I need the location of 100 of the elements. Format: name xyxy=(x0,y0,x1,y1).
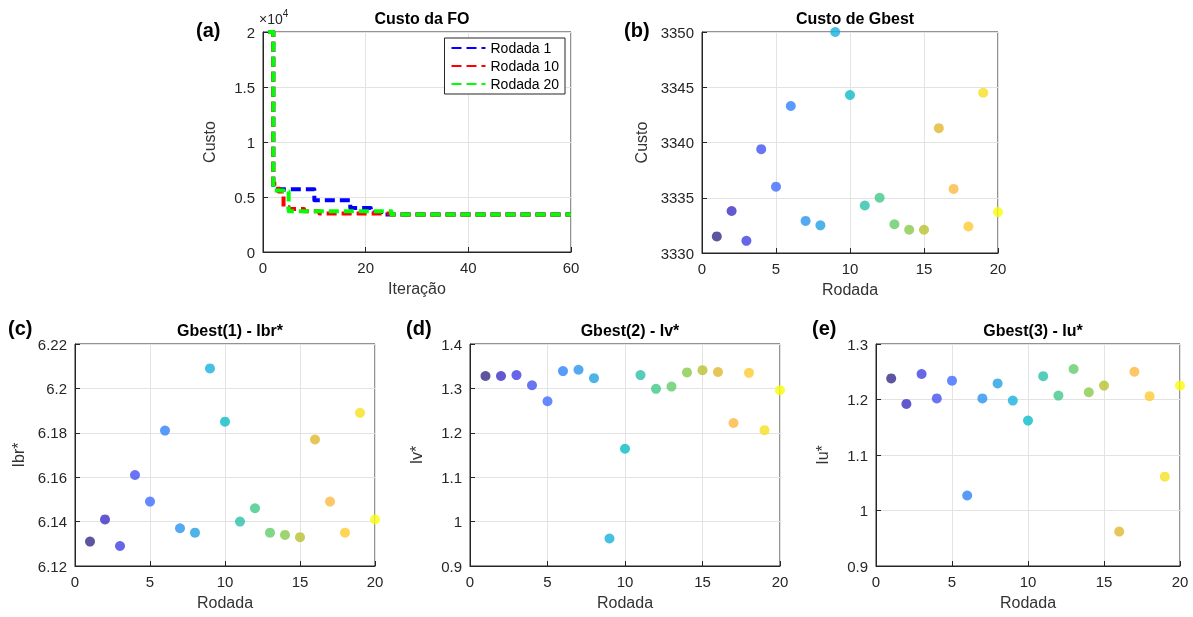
point xyxy=(130,469,140,480)
point xyxy=(666,381,677,392)
x-axis-title: Rodada xyxy=(596,593,654,611)
y-tick-label: 0.9 xyxy=(847,557,868,575)
point xyxy=(160,425,170,436)
y-tick-label: 6.16 xyxy=(37,468,67,486)
x-tick-label: 15 xyxy=(694,573,711,590)
point xyxy=(1175,380,1185,391)
point xyxy=(800,215,811,226)
point xyxy=(310,434,320,445)
point xyxy=(785,101,796,112)
x-tick-label: 15 xyxy=(915,260,933,277)
point xyxy=(859,200,870,211)
point xyxy=(931,393,942,404)
x-tick-label: 0 xyxy=(697,260,707,277)
text: (d) xyxy=(406,317,432,339)
y-tick-label: 3345 xyxy=(660,78,694,96)
x-tick-label: 40 xyxy=(459,259,477,276)
y-axis-title: Custo xyxy=(633,121,651,164)
point xyxy=(651,383,661,394)
y-tick-label: 6.22 xyxy=(37,335,67,353)
x-axis-title: Rodada xyxy=(821,280,879,298)
chart-title: Gbest(2) - Iv* xyxy=(580,321,681,339)
point xyxy=(978,87,989,98)
y-tick-label: 2 xyxy=(246,23,255,41)
y-tick-label: 1.4 xyxy=(441,335,462,353)
point xyxy=(542,396,553,407)
text: (e) xyxy=(812,317,837,339)
x-tick-label: 5 xyxy=(543,573,552,590)
text: (c) xyxy=(8,317,33,339)
point xyxy=(697,365,708,376)
point xyxy=(1023,415,1033,426)
x-tick-label: 10 xyxy=(841,260,859,277)
y-tick-label: 1 xyxy=(246,133,255,151)
y-tick-label: 1.2 xyxy=(441,424,462,442)
y-tick-label: 0.5 xyxy=(234,188,255,206)
point xyxy=(1068,363,1079,374)
point xyxy=(904,224,915,235)
point xyxy=(993,207,1003,218)
point xyxy=(1007,395,1018,406)
point xyxy=(1038,371,1049,382)
point xyxy=(145,496,155,507)
y-tick-label: 6.18 xyxy=(37,424,67,442)
point xyxy=(759,425,770,436)
point xyxy=(889,219,900,230)
y-tick-label: 0.9 xyxy=(441,557,462,575)
point xyxy=(830,27,841,37)
point xyxy=(963,221,974,232)
x-axis-title: Iteração xyxy=(388,279,447,297)
x-tick-label: 60 xyxy=(562,259,580,276)
point xyxy=(977,393,988,404)
point xyxy=(620,443,630,454)
chart-title: Custo da FO xyxy=(374,9,470,27)
x-tick-label: 10 xyxy=(616,573,634,590)
y-axis-title: Ibr* xyxy=(10,442,28,468)
point xyxy=(1114,526,1125,537)
point xyxy=(815,220,826,231)
y-tick-label: 6.14 xyxy=(37,513,67,531)
x-tick-label: 15 xyxy=(1095,573,1113,590)
point xyxy=(496,370,506,381)
point xyxy=(235,516,245,527)
point xyxy=(775,385,785,396)
y-tick-label: 1 xyxy=(453,513,462,531)
point xyxy=(325,496,335,507)
point xyxy=(511,370,522,381)
point xyxy=(355,407,365,418)
point xyxy=(901,398,912,409)
legend-label: Rodada 10 xyxy=(490,58,560,74)
x-tick-label: 20 xyxy=(366,573,384,590)
point xyxy=(771,181,781,192)
y-tick-label: 1.3 xyxy=(441,379,462,397)
chart-title: Custo de Gbest xyxy=(795,9,915,27)
text: (a) xyxy=(196,19,221,41)
x-tick-label: 0 xyxy=(465,573,475,590)
text: (b) xyxy=(624,19,650,41)
y-tick-label: 0 xyxy=(246,243,255,261)
point xyxy=(1159,471,1170,482)
y-axis-title: Iu* xyxy=(813,445,831,465)
y-tick-label: 6.2 xyxy=(46,379,67,397)
point xyxy=(220,416,230,427)
point xyxy=(682,367,692,378)
point xyxy=(573,364,584,375)
point xyxy=(175,523,185,534)
point xyxy=(916,368,927,379)
point xyxy=(713,366,723,377)
point xyxy=(845,89,855,100)
x-tick-label: 5 xyxy=(947,573,957,590)
point xyxy=(558,366,568,377)
point xyxy=(726,206,737,217)
point xyxy=(295,532,305,543)
y-tick-label: 3350 xyxy=(660,23,694,41)
point xyxy=(265,527,275,538)
legend-label: Rodada 1 xyxy=(490,40,552,56)
point xyxy=(604,533,615,544)
x-tick-label: 20 xyxy=(771,573,789,590)
point xyxy=(756,144,767,155)
point xyxy=(744,367,754,378)
point xyxy=(711,231,722,242)
x-tick-label: 20 xyxy=(1171,573,1189,590)
y-tick-label: 3330 xyxy=(660,244,694,262)
